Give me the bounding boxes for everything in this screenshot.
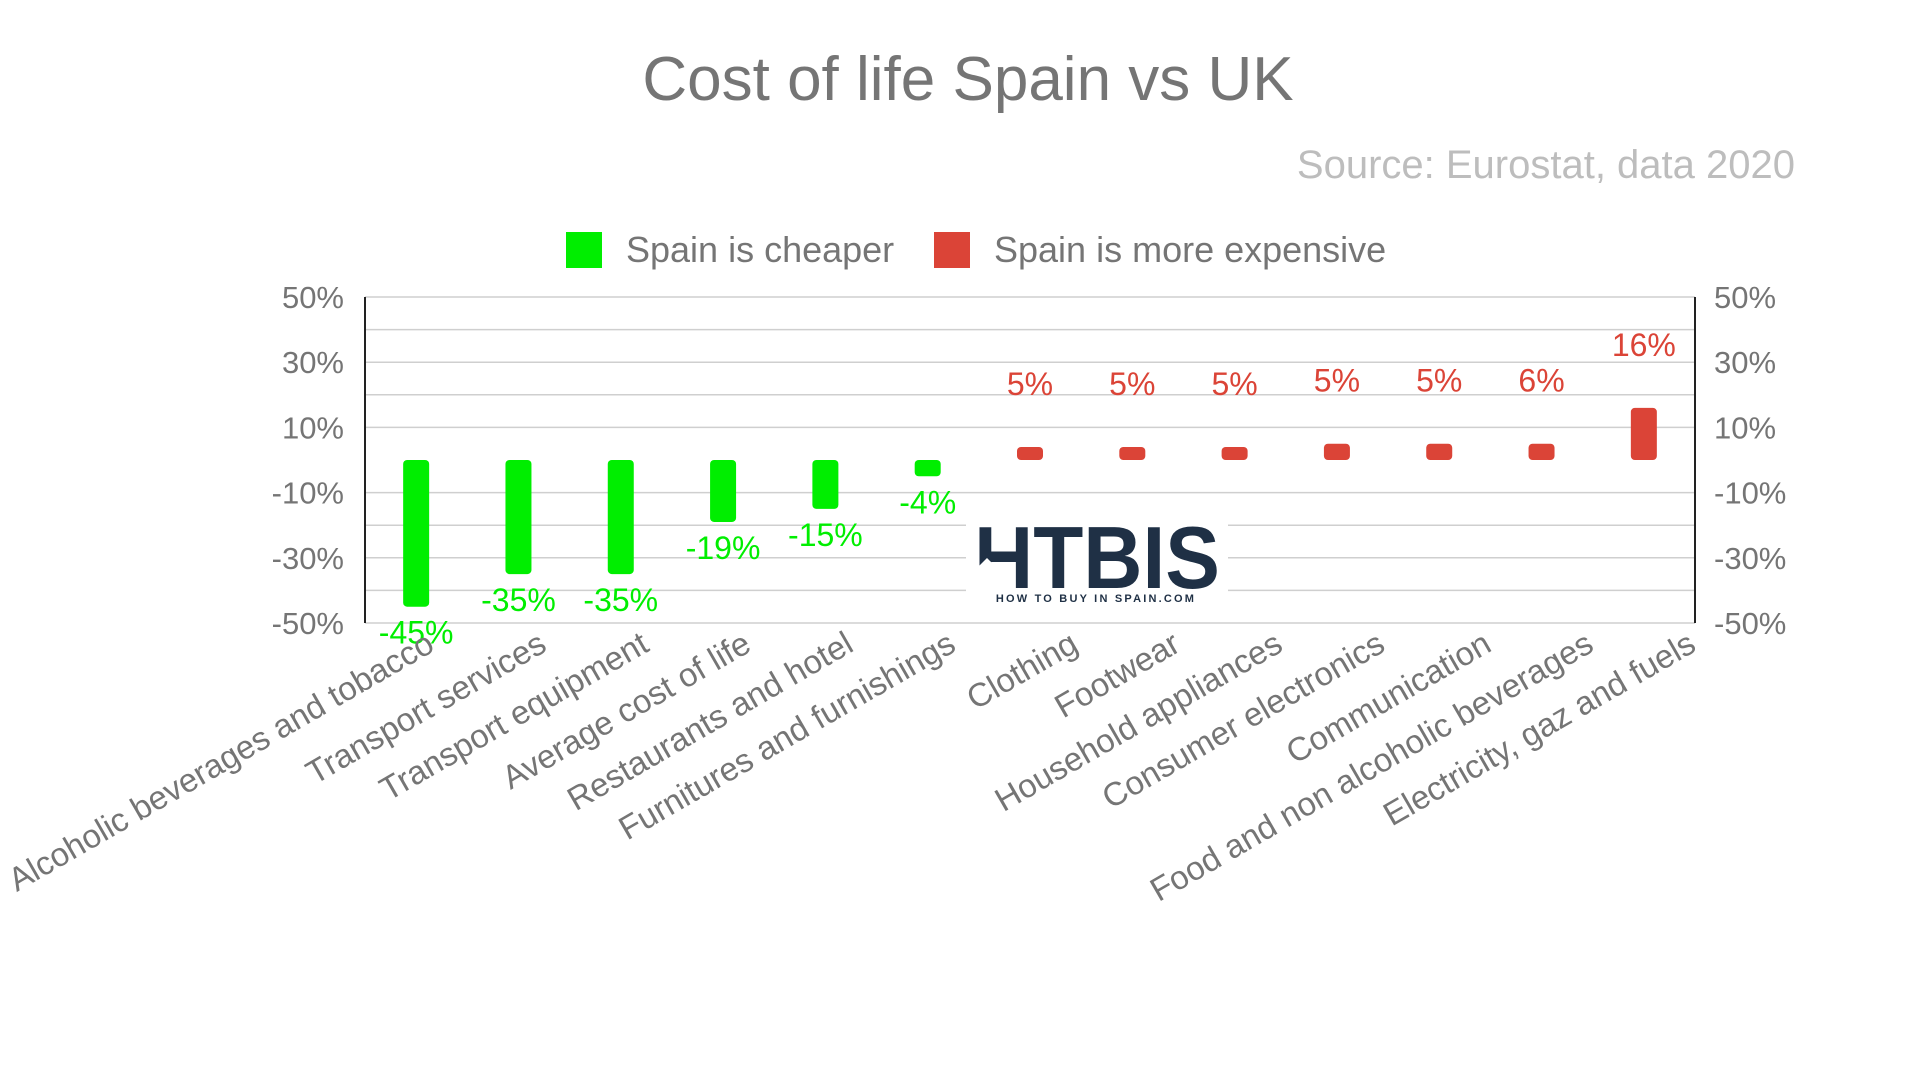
y-tick-label-left: -50% bbox=[272, 606, 344, 641]
bar bbox=[710, 460, 737, 522]
data-label: 5% bbox=[1109, 366, 1155, 402]
y-tick-label-right: 10% bbox=[1714, 410, 1776, 445]
data-labels: -45% -35% -35% -19% -15% -4% 5% 5% 5% 5% 5% 6% 16% bbox=[379, 327, 1676, 651]
htbis-logo: HTBIS HOW TO BUY IN SPAIN.COM bbox=[966, 508, 1228, 608]
y-tick-label-right: 50% bbox=[1714, 280, 1776, 315]
bar bbox=[812, 460, 839, 509]
y-tick-label-left: -30% bbox=[272, 541, 344, 576]
bar bbox=[505, 460, 532, 575]
legend-swatch-cheaper bbox=[566, 232, 602, 268]
data-label: -45% bbox=[379, 615, 454, 651]
chart-subtitle: Source: Eurostat, data 2020 bbox=[1297, 143, 1795, 187]
logo-text: HTBIS bbox=[974, 508, 1220, 607]
data-label: -4% bbox=[899, 484, 956, 520]
chart-title: Cost of life Spain vs UK bbox=[642, 45, 1293, 114]
data-label: 5% bbox=[1007, 366, 1053, 402]
logo-tagline: HOW TO BUY IN SPAIN.COM bbox=[996, 593, 1196, 605]
y-tick-label-left: 50% bbox=[282, 280, 344, 315]
x-tick-label: Alcoholic beverages and tobacco bbox=[2, 624, 440, 898]
y-axis-left-ticks: 50% 30% 10% -10% -30% -50% bbox=[272, 280, 344, 641]
legend-label-cheaper: Spain is cheaper bbox=[626, 229, 894, 270]
data-label: 5% bbox=[1416, 363, 1462, 399]
bar bbox=[1630, 407, 1657, 460]
data-label: 5% bbox=[1211, 366, 1257, 402]
bar bbox=[403, 460, 430, 607]
data-label: 6% bbox=[1518, 363, 1564, 399]
legend: Spain is cheaper Spain is more expensive bbox=[566, 229, 1386, 270]
y-tick-label-right: -10% bbox=[1714, 476, 1786, 511]
bar bbox=[607, 460, 634, 575]
bar bbox=[1528, 443, 1555, 460]
bars bbox=[403, 407, 1657, 607]
data-label: 5% bbox=[1314, 363, 1360, 399]
y-tick-label-left: -10% bbox=[272, 476, 344, 511]
data-label: -35% bbox=[583, 582, 658, 618]
legend-swatch-more-expensive bbox=[934, 232, 970, 268]
bar bbox=[914, 460, 941, 477]
data-label: 16% bbox=[1612, 327, 1676, 363]
y-tick-label-left: 10% bbox=[282, 410, 344, 445]
y-tick-label-left: 30% bbox=[282, 345, 344, 380]
axes bbox=[364, 297, 1696, 623]
bar bbox=[1017, 446, 1043, 460]
bar bbox=[1426, 443, 1453, 460]
y-tick-label-right: -30% bbox=[1714, 541, 1786, 576]
category-labels: Alcoholic beverages and tobaccoTransport… bbox=[2, 624, 1702, 908]
data-label: -35% bbox=[481, 582, 556, 618]
y-tick-label-right: 30% bbox=[1714, 345, 1776, 380]
bar bbox=[1221, 446, 1248, 460]
y-tick-label-right: -50% bbox=[1714, 606, 1786, 641]
legend-label-more-expensive: Spain is more expensive bbox=[994, 229, 1386, 270]
bar bbox=[1119, 446, 1146, 460]
data-label: -15% bbox=[788, 517, 863, 553]
gridlines bbox=[365, 296, 1695, 624]
y-axis-right-ticks: 50% 30% 10% -10% -30% -50% bbox=[1714, 280, 1786, 641]
data-label: -19% bbox=[686, 530, 761, 566]
bar bbox=[1323, 443, 1350, 460]
